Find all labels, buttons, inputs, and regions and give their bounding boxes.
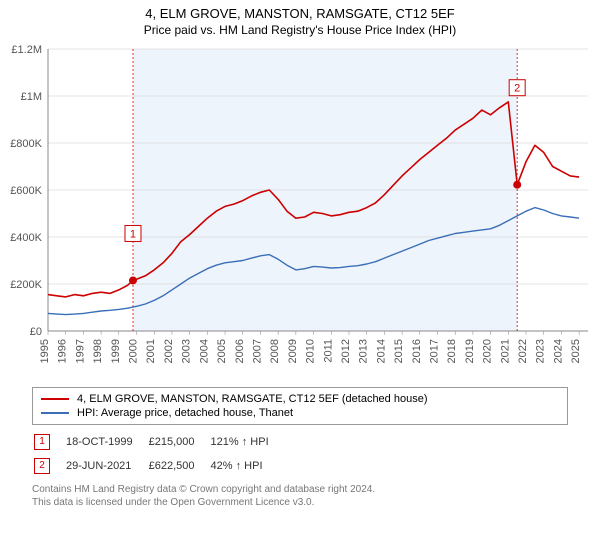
transaction-delta: 42% ↑ HPI <box>211 455 283 477</box>
svg-text:1996: 1996 <box>57 339 69 363</box>
svg-text:£200K: £200K <box>10 279 42 291</box>
svg-text:2002: 2002 <box>163 339 175 363</box>
legend-label: 4, ELM GROVE, MANSTON, RAMSGATE, CT12 5E… <box>77 393 428 405</box>
svg-text:2010: 2010 <box>305 339 317 363</box>
legend-swatch <box>41 398 69 400</box>
svg-text:2024: 2024 <box>552 339 564 363</box>
svg-text:£1.2M: £1.2M <box>11 44 42 56</box>
svg-text:2012: 2012 <box>340 339 352 363</box>
footer-line: This data is licensed under the Open Gov… <box>32 496 568 509</box>
svg-text:2011: 2011 <box>322 339 334 363</box>
marker-badge: 1 <box>34 434 50 450</box>
svg-text:1995: 1995 <box>39 339 51 363</box>
legend-item-hpi: HPI: Average price, detached house, Than… <box>41 406 559 420</box>
footer-line: Contains HM Land Registry data © Crown c… <box>32 483 568 496</box>
svg-text:2000: 2000 <box>128 339 140 363</box>
svg-text:2019: 2019 <box>464 339 476 363</box>
svg-text:2003: 2003 <box>181 339 193 363</box>
svg-text:1998: 1998 <box>92 339 104 363</box>
legend-label: HPI: Average price, detached house, Than… <box>77 407 293 419</box>
svg-text:2004: 2004 <box>198 339 210 363</box>
transaction-price: £215,000 <box>149 431 209 453</box>
table-row: 1 18-OCT-1999 £215,000 121% ↑ HPI <box>34 431 283 453</box>
svg-text:2015: 2015 <box>393 339 405 363</box>
table-row: 2 29-JUN-2021 £622,500 42% ↑ HPI <box>34 455 283 477</box>
svg-text:2018: 2018 <box>446 339 458 363</box>
svg-text:2022: 2022 <box>517 339 529 363</box>
svg-text:2016: 2016 <box>411 339 423 363</box>
legend-item-price: 4, ELM GROVE, MANSTON, RAMSGATE, CT12 5E… <box>41 392 559 406</box>
marker-badge: 2 <box>34 458 50 474</box>
svg-text:2020: 2020 <box>482 339 494 363</box>
svg-text:2023: 2023 <box>535 339 547 363</box>
chart-title: 4, ELM GROVE, MANSTON, RAMSGATE, CT12 5E… <box>0 0 600 21</box>
svg-text:1: 1 <box>130 228 136 240</box>
svg-text:1997: 1997 <box>74 339 86 363</box>
svg-text:2021: 2021 <box>499 339 511 363</box>
chart-subtitle: Price paid vs. HM Land Registry's House … <box>0 21 600 41</box>
svg-text:£400K: £400K <box>10 232 42 244</box>
footer-note: Contains HM Land Registry data © Crown c… <box>32 483 568 509</box>
svg-text:2008: 2008 <box>269 339 281 363</box>
svg-text:£600K: £600K <box>10 185 42 197</box>
transaction-date: 29-JUN-2021 <box>66 455 147 477</box>
svg-text:2: 2 <box>514 83 520 95</box>
svg-text:2009: 2009 <box>287 339 299 363</box>
svg-text:2006: 2006 <box>234 339 246 363</box>
legend: 4, ELM GROVE, MANSTON, RAMSGATE, CT12 5E… <box>32 387 568 425</box>
legend-swatch <box>41 412 69 414</box>
svg-text:2014: 2014 <box>375 339 387 363</box>
svg-text:2001: 2001 <box>145 339 157 363</box>
svg-text:2013: 2013 <box>358 339 370 363</box>
transaction-price: £622,500 <box>149 455 209 477</box>
svg-text:£0: £0 <box>30 326 42 338</box>
price-chart: £0 £200K £400K £600K £800K £1M £1.2M 1995 1996 19… <box>0 41 600 381</box>
svg-text:1999: 1999 <box>110 339 122 363</box>
svg-text:2025: 2025 <box>570 339 582 363</box>
transaction-delta: 121% ↑ HPI <box>211 431 283 453</box>
svg-text:2017: 2017 <box>429 339 441 363</box>
transaction-date: 18-OCT-1999 <box>66 431 147 453</box>
transactions-table: 1 18-OCT-1999 £215,000 121% ↑ HPI 2 29-J… <box>32 429 285 479</box>
svg-text:2005: 2005 <box>216 339 228 363</box>
svg-text:£800K: £800K <box>10 138 42 150</box>
svg-text:£1M: £1M <box>21 91 42 103</box>
svg-text:2007: 2007 <box>251 339 263 363</box>
